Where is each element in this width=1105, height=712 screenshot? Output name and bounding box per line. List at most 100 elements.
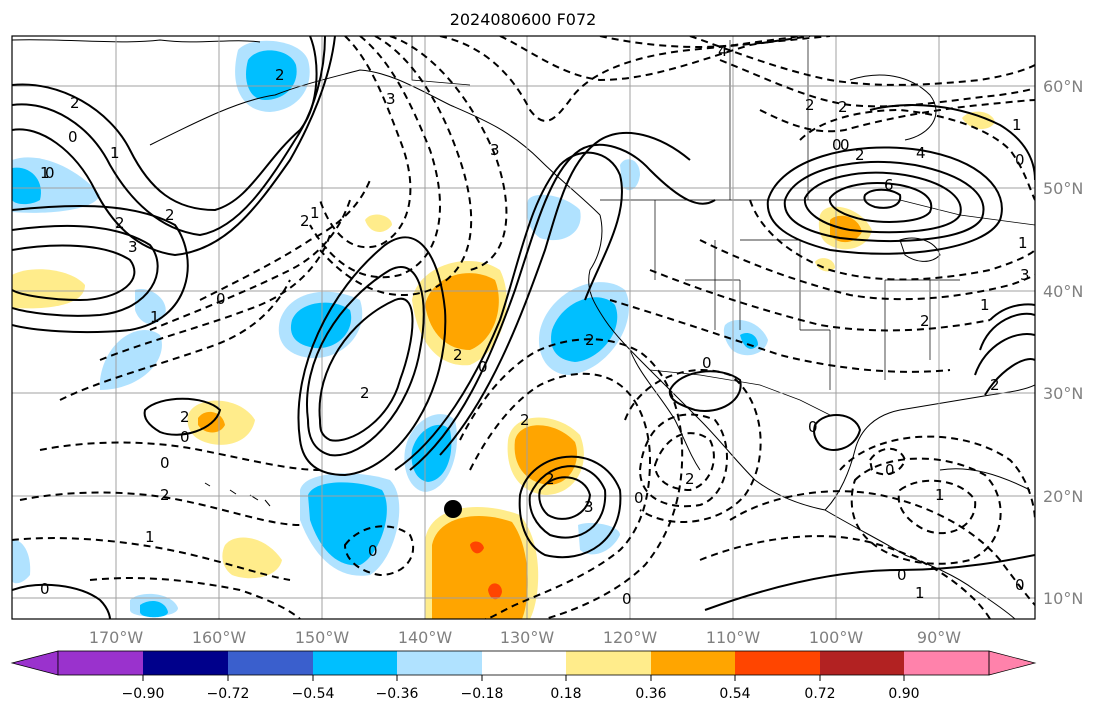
colorbar-segment: [482, 651, 566, 675]
colorbar-segment: [58, 651, 143, 675]
lat-label: 50°N: [1043, 179, 1083, 198]
contour-label: 2: [275, 66, 285, 84]
contour-label: 0: [622, 590, 632, 608]
contour-label: 0: [68, 128, 78, 146]
lat-label: 60°N: [1043, 77, 1083, 96]
contour-label: 2: [990, 376, 1000, 394]
map-frame: [11, 35, 1036, 620]
west-coast-north-america: [588, 214, 826, 511]
contour-label: 1: [1012, 116, 1022, 134]
contour-label: 1: [935, 486, 945, 504]
contour-label: 1: [310, 204, 320, 222]
contour-label: 1: [150, 308, 160, 326]
negative-anomaly-region: [245, 50, 297, 100]
lon-label: 90°W: [917, 628, 961, 647]
contour-label: 0: [808, 418, 818, 436]
map-panel[interactable]: 4 3 2 2 0 1 0 2 2 3 2 0 1 0 2 0 0 3 2 2: [11, 35, 1050, 620]
negative-anomaly-region: [740, 333, 758, 349]
contour-label: 3: [1020, 266, 1030, 284]
negative-anomaly-region: [308, 482, 387, 566]
contour-label: 0: [634, 489, 644, 507]
colorbar-segment: [143, 651, 228, 675]
contour-label: 0: [45, 164, 55, 182]
contour-label: 2: [920, 312, 930, 330]
contour-label: 1: [40, 164, 50, 182]
contour-label: 2: [115, 214, 125, 232]
lat-label: 20°N: [1043, 487, 1083, 506]
hudson-bay: [849, 74, 937, 141]
positive-anomaly-region: [222, 537, 282, 579]
central-america-coast: [824, 509, 1016, 619]
longitude-axis: 170°W 160°W 150°W 140°W 130°W 120°W 110°…: [89, 628, 961, 647]
negative-anomaly-region: [12, 167, 41, 205]
positive-anomaly-region: [470, 541, 484, 554]
cuba: [939, 468, 1031, 491]
contour-label: 0: [1015, 151, 1025, 169]
contour-label: 2: [70, 94, 80, 112]
negative-anomaly-region: [526, 194, 581, 241]
contour-label: 3: [386, 90, 396, 108]
contour-label: 2: [805, 96, 815, 114]
gridlines: [12, 36, 1035, 619]
contour-label: 0: [702, 354, 712, 372]
positive-anomaly-region: [488, 583, 502, 600]
colorbar-segment: [735, 651, 820, 675]
us-mexico-border: [649, 369, 831, 416]
contour-label: 0: [216, 290, 226, 308]
contour-label: 3: [490, 141, 500, 159]
contour-label: 2: [585, 331, 595, 349]
contour-label: 6: [884, 176, 894, 194]
lon-label: 140°W: [398, 628, 453, 647]
alaska-coastline: [149, 69, 601, 216]
contour-label: 0: [897, 566, 907, 584]
hawaii-islands: [204, 482, 271, 507]
colorbar-ticks: [142, 675, 905, 681]
lon-label: 160°W: [192, 628, 247, 647]
colorbar-tick-label: 0.36: [635, 686, 666, 702]
figure-title: 2024080600 F072: [450, 10, 597, 29]
contour-label: 0: [1015, 576, 1025, 594]
colorbar-tick-label: 0.90: [888, 686, 919, 702]
colorbar-tick-label: 0.54: [719, 686, 750, 702]
colorbar-segment: [904, 651, 989, 675]
station-marker: [444, 500, 462, 518]
colorbar-tick-label: −0.36: [376, 686, 419, 702]
solid-contours: [12, 36, 1035, 619]
contour-label: 2: [160, 486, 170, 504]
colorbar-segment: [651, 651, 735, 675]
lon-label: 100°W: [809, 628, 864, 647]
shaded-anomalies: [12, 40, 995, 619]
colorbar-tick-label: 0.18: [550, 686, 581, 702]
lon-label: 130°W: [500, 628, 555, 647]
contour-label: 2: [838, 98, 848, 116]
latitude-axis: 60°N 50°N 40°N 30°N 20°N 10°N: [1043, 77, 1083, 608]
dashed-contours: [12, 36, 1035, 619]
positive-anomaly-region: [815, 258, 835, 272]
colorbar-frame: [57, 650, 990, 676]
contour-label: 1: [980, 296, 990, 314]
contour-label: 1: [145, 528, 155, 546]
colorbar-segment: [397, 651, 482, 675]
colorbar-tick-label: −0.72: [207, 686, 250, 702]
contour-label: 4: [718, 42, 728, 60]
contour-label: 1: [1018, 234, 1028, 252]
contour-label: 2: [180, 408, 190, 426]
colorbar-max-extension: [988, 650, 1037, 676]
contour-label: 0: [832, 136, 842, 154]
contour-label: 2: [453, 346, 463, 364]
arctic-coastline: [12, 39, 261, 43]
contour-label: 2: [165, 206, 175, 224]
lon-label: 120°W: [603, 628, 658, 647]
contour-label: 3: [584, 498, 594, 516]
contour-label: 4: [916, 144, 926, 162]
contour-label: 1: [110, 144, 120, 162]
colorbar-segment: [820, 651, 904, 675]
contour-label: 2: [300, 212, 310, 230]
contour-label: 0: [160, 454, 170, 472]
map-content: 4 3 2 2 0 1 0 2 2 3 2 0 1 0 2 0 0 3 2 2: [12, 36, 1035, 619]
positive-anomaly-region: [365, 214, 392, 232]
negative-anomaly-region: [100, 330, 162, 390]
colorbar-min-extension: [10, 650, 59, 676]
lat-label: 30°N: [1043, 384, 1083, 403]
